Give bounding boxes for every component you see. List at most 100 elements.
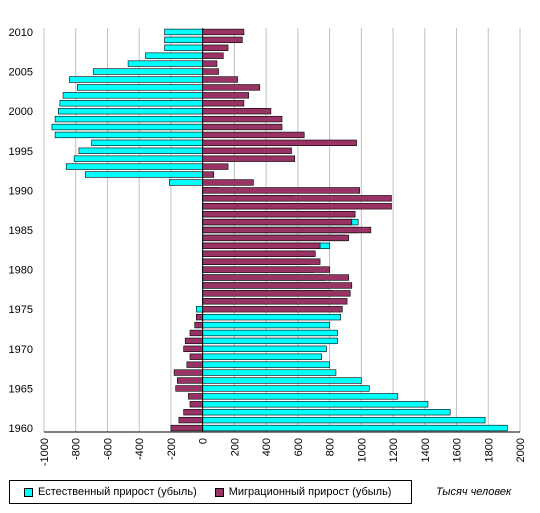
migration-bar-2009 <box>202 36 243 44</box>
migration-bar-1987 <box>202 211 356 218</box>
x-tick-label-5: 0 <box>198 438 210 444</box>
migration-bar-1980 <box>202 266 330 273</box>
migration-bar-1963 <box>189 401 203 408</box>
migration-bar-1984 <box>202 234 349 242</box>
legend-swatch-migration <box>214 487 224 497</box>
natural-bar-2009 <box>164 36 203 44</box>
chart-legend: Естественный прирост (убыль) Миграционны… <box>9 480 412 504</box>
natural-bar-2000 <box>57 108 203 115</box>
y-tick-label-4: 1980 <box>9 265 33 277</box>
migration-bar-1967 <box>173 369 203 376</box>
migration-bar-1969 <box>189 353 203 360</box>
x-tick-label-0: -1000 <box>39 438 51 466</box>
migration-bar-1961 <box>178 416 203 424</box>
x-tick-label-8: 600 <box>293 438 305 456</box>
migration-bar-1990 <box>202 187 361 194</box>
migration-bar-1972 <box>189 329 203 337</box>
migration-bar-1983 <box>202 242 321 249</box>
natural-bar-1968 <box>202 361 330 368</box>
migration-bar-1977 <box>202 290 351 297</box>
x-axis-tick-labels: -1000 -800 -600 -400 -200 0 200 400 600 800 1000 12… <box>39 438 527 466</box>
natural-bar-1972 <box>202 329 338 337</box>
natural-bar-1993 <box>65 163 203 170</box>
migration-increase-bars <box>170 28 392 432</box>
natural-bar-1961 <box>202 416 486 424</box>
natural-bar-1998 <box>51 123 203 131</box>
migration-bar-2002 <box>202 92 249 99</box>
natural-bar-1969 <box>202 353 322 360</box>
migration-bar-2003 <box>202 84 261 91</box>
legend-item-migration: Миграционный прирост (убыль) <box>214 486 391 498</box>
y-tick-label-9: 2005 <box>9 67 33 79</box>
natural-bar-2006 <box>127 60 203 67</box>
y-tick-label-7: 1995 <box>9 146 33 158</box>
migration-bar-1964 <box>188 393 203 400</box>
x-tick-label-15: 2000 <box>515 438 527 462</box>
x-tick-label-1: -800 <box>71 438 83 460</box>
natural-bar-1962 <box>202 409 451 416</box>
x-tick-label-3: -400 <box>134 438 146 460</box>
legend-swatch-natural <box>24 487 33 497</box>
x-tick-label-14: 1800 <box>483 438 495 462</box>
natural-bar-1960 <box>202 424 508 432</box>
migration-bar-1993 <box>202 163 229 170</box>
natural-bar-2004 <box>69 76 203 83</box>
chart-axes <box>44 28 520 433</box>
migration-bar-1998 <box>202 123 283 131</box>
migration-bar-1994 <box>202 155 295 162</box>
natural-bar-1992 <box>84 171 203 178</box>
migration-bar-1976 <box>202 298 348 305</box>
natural-bar-1963 <box>202 401 429 408</box>
natural-bar-1975 <box>196 306 203 313</box>
x-tick-label-2: -600 <box>102 438 114 460</box>
migration-bar-2010 <box>202 28 245 36</box>
migration-bar-1965 <box>175 385 203 392</box>
migration-bar-1975 <box>202 306 343 313</box>
y-axis-tick-labels: 1960 1965 1970 1975 1980 1985 1990 1995 2000 2005… <box>9 27 33 435</box>
natural-bar-1996 <box>91 139 203 147</box>
migration-bar-2006 <box>202 60 218 67</box>
migration-bar-1985 <box>202 226 372 234</box>
migration-bar-2007 <box>202 52 224 59</box>
migration-bar-1989 <box>202 195 392 202</box>
migration-bar-1997 <box>202 131 305 139</box>
migration-bar-2005 <box>202 68 219 75</box>
x-tick-label-12: 1400 <box>420 438 432 462</box>
natural-bar-1964 <box>202 393 399 400</box>
migration-bar-1996 <box>202 139 357 147</box>
y-tick-label-2: 1970 <box>9 344 33 356</box>
migration-bar-1971 <box>184 337 203 345</box>
x-tick-label-7: 400 <box>261 438 273 456</box>
natural-bar-1970 <box>202 345 327 352</box>
migration-bar-1962 <box>183 409 203 416</box>
x-tick-label-6: 200 <box>229 438 241 456</box>
migration-bar-1981 <box>202 258 321 265</box>
natural-bar-2005 <box>92 68 203 75</box>
x-tick-label-10: 1000 <box>356 438 368 462</box>
natural-bar-2008 <box>164 44 203 51</box>
migration-bar-1995 <box>202 147 292 154</box>
natural-bar-1995 <box>78 147 203 154</box>
x-tick-label-11: 1200 <box>388 438 400 462</box>
natural-bar-2003 <box>77 84 203 91</box>
y-tick-label-0: 1960 <box>9 423 33 435</box>
migration-bar-1960 <box>170 424 203 432</box>
y-tick-label-1: 1965 <box>9 383 33 395</box>
migration-bar-1970 <box>183 345 203 352</box>
migration-bar-1991 <box>202 179 254 186</box>
migration-bar-1966 <box>176 377 203 384</box>
natural-bar-1997 <box>54 131 203 139</box>
migration-bar-1982 <box>202 250 316 257</box>
migration-bar-1973 <box>194 321 203 329</box>
x-tick-label-9: 800 <box>325 438 337 456</box>
migration-bar-2000 <box>202 108 272 115</box>
natural-bar-1967 <box>202 369 337 376</box>
natural-bar-1973 <box>202 321 330 329</box>
migration-bar-1986 <box>202 218 353 226</box>
natural-bar-1971 <box>202 337 338 345</box>
migration-bar-2004 <box>202 76 238 83</box>
migration-bar-1988 <box>202 203 392 210</box>
y-tick-label-3: 1975 <box>9 304 33 316</box>
y-tick-label-5: 1985 <box>9 225 33 237</box>
